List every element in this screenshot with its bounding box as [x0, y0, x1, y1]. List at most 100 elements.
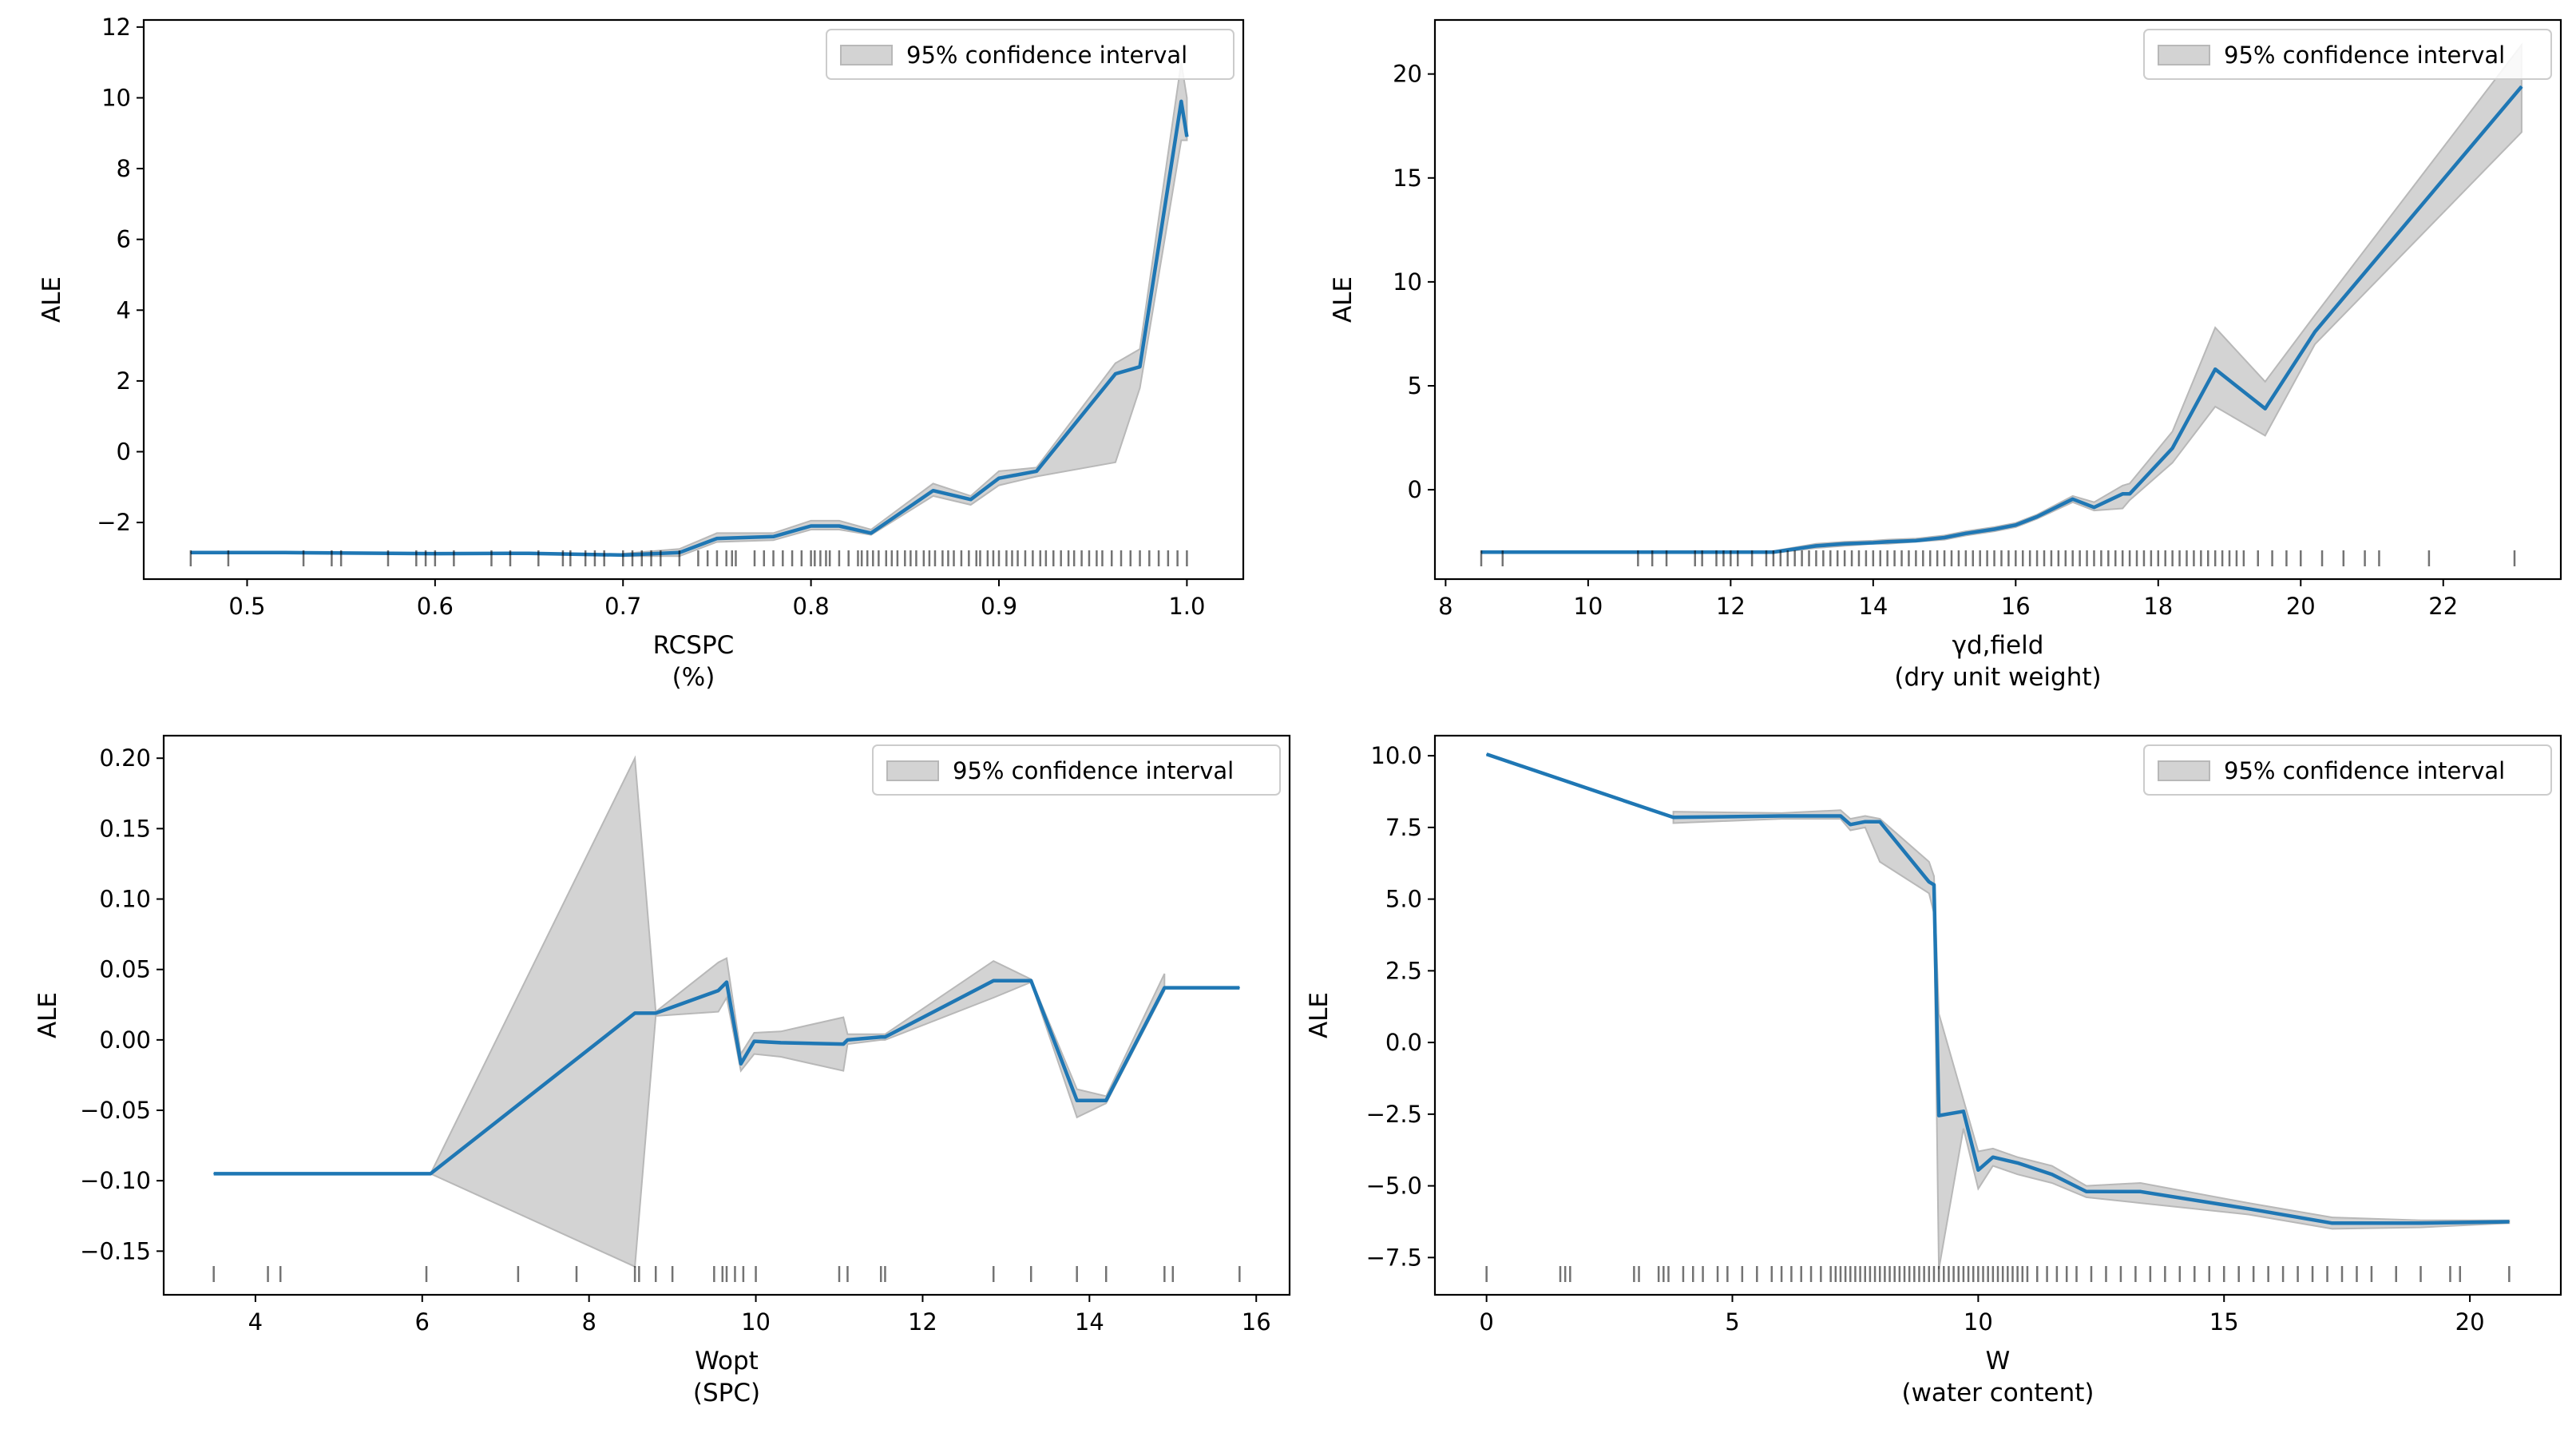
- panels: 0.5 0.6 0.7 0.8 0.9 1.0 −2 0 2 4 6 8 10 12 RCSPC (%) ALE…: [34, 14, 2562, 1407]
- ale-data-point: [1993, 528, 1995, 530]
- x-tick-label: 12: [1716, 593, 1746, 620]
- x-tick-label: 10: [1964, 1308, 1993, 1336]
- ale-data-point: [846, 1039, 849, 1041]
- x-axis-unit: (%): [672, 663, 715, 692]
- legend-swatch: [2158, 45, 2210, 65]
- x-tick-label: 5: [1725, 1308, 1739, 1336]
- y-axis-label: ALE: [1305, 992, 1334, 1038]
- y-tick-label: 2: [117, 367, 131, 395]
- x-axis-unit: (dry unit weight): [1894, 663, 2101, 692]
- legend-box: [826, 29, 1234, 80]
- legend: 95% confidence interval: [872, 744, 1281, 796]
- y-tick-label: 0.00: [99, 1026, 151, 1054]
- x-tick-label: 22: [2428, 593, 2458, 620]
- legend-label: 95% confidence interval: [2224, 757, 2505, 784]
- chart-panel-top-right: 8 10 12 14 16 18 20 22 0 5 10 15 20 γd,field (dry unit…: [1329, 18, 2562, 692]
- x-tick-label: 6: [415, 1308, 430, 1336]
- rug-marks: [212, 1266, 1241, 1282]
- y-tick-label: 7.5: [1385, 814, 1422, 841]
- ale-data-point: [970, 498, 972, 500]
- x-tick-label: 10: [741, 1308, 771, 1336]
- x-tick-label: 0: [1479, 1308, 1493, 1336]
- x-axis-label: W: [1986, 1347, 2011, 1375]
- ale-data-point: [2051, 1173, 2053, 1175]
- x-tick-label: 1.0: [1168, 593, 1205, 620]
- ale-data-point: [283, 552, 286, 554]
- legend: 95% confidence interval: [2143, 744, 2552, 796]
- x-tick-label: 14: [1858, 593, 1888, 620]
- ale-data-point: [1115, 373, 1116, 375]
- x-axis-unit: (water content): [1901, 1379, 2094, 1407]
- y-tick-label: 0: [117, 439, 131, 466]
- legend-swatch: [886, 760, 939, 781]
- x-tick-label: 0.6: [417, 593, 454, 620]
- ale-data-point: [2139, 1191, 2142, 1193]
- x-axis-label: γd,field: [1952, 631, 2044, 660]
- y-tick-label: −7.5: [1366, 1244, 1422, 1271]
- ale-data-point: [870, 532, 872, 534]
- rug-marks: [1485, 1266, 2511, 1282]
- ale-data-point: [1928, 881, 1930, 883]
- x-axis-unit: (SPC): [693, 1379, 760, 1407]
- axes-frame: [142, 18, 1245, 581]
- ale-data-point: [2086, 1191, 2087, 1193]
- ale-data-point: [780, 1042, 782, 1043]
- x-tick-label: 20: [2455, 1308, 2485, 1336]
- ale-data-point: [2508, 1221, 2510, 1223]
- y-tick-label: 0.20: [99, 744, 151, 772]
- ale-data-point: [717, 990, 719, 991]
- x-tick-label: 8: [1438, 593, 1452, 620]
- x-tick-label: 15: [2209, 1308, 2239, 1336]
- x-tick-label: 16: [2001, 593, 2031, 620]
- ale-data-point: [740, 1063, 742, 1065]
- x-axis-label: RCSPC: [653, 631, 735, 660]
- rug-marks: [1480, 550, 2516, 566]
- ale-data-point: [1105, 1100, 1107, 1102]
- y-axis-label: ALE: [34, 992, 62, 1038]
- x-tick-label: 20: [2286, 593, 2316, 620]
- legend-swatch: [2158, 760, 2210, 781]
- x-tick-label: 0.5: [228, 593, 265, 620]
- x-tick-label: 0.8: [793, 593, 830, 620]
- ale-data-point: [880, 1036, 882, 1038]
- ale-data-point: [1486, 753, 1488, 755]
- ale-data-point: [884, 1036, 886, 1038]
- legend: 95% confidence interval: [2143, 29, 2552, 80]
- ale-data-point: [1849, 824, 1851, 825]
- ale-data-point: [1938, 1115, 1940, 1117]
- rug-marks: [189, 550, 1188, 566]
- x-tick-label: 4: [248, 1308, 263, 1336]
- ale-data-point: [1977, 1169, 1979, 1171]
- y-tick-label: −2.5: [1366, 1101, 1422, 1128]
- chart-panel-bottom-right: 0 5 10 15 20 −7.5 −5.0 −2.5 0.0 2.5 5.0 7.5 10.0 W (wa…: [1305, 734, 2562, 1407]
- ale-data-point: [634, 1012, 636, 1014]
- ale-data-point: [2314, 331, 2316, 332]
- ale-data-point: [2072, 498, 2074, 500]
- y-tick-label: 10.0: [1370, 742, 1422, 769]
- ale-data-point: [1965, 533, 1967, 534]
- ale-data-point: [2172, 447, 2174, 449]
- x-tick-label: 8: [581, 1308, 596, 1336]
- y-tick-label: 2.5: [1385, 957, 1422, 984]
- ale-data-point: [1963, 1110, 1964, 1112]
- y-tick-label: −0.10: [80, 1167, 151, 1194]
- ale-data-point: [213, 1173, 215, 1174]
- y-tick-label: 0.0: [1385, 1029, 1422, 1056]
- y-tick-label: 20: [1393, 61, 1422, 88]
- x-tick-label: 0.7: [604, 593, 641, 620]
- x-tick-label: 14: [1075, 1308, 1104, 1336]
- y-tick-label: 5.0: [1385, 886, 1422, 913]
- ale-data-point: [2521, 85, 2522, 87]
- x-tick-label: 0.9: [981, 593, 1017, 620]
- y-tick-label: 15: [1393, 165, 1422, 192]
- y-tick-label: 12: [101, 14, 131, 41]
- y-axis-label: ALE: [38, 276, 66, 323]
- legend-label: 95% confidence interval: [2224, 42, 2505, 69]
- ale-data-point: [1238, 987, 1240, 989]
- ale-data-point: [1933, 884, 1935, 886]
- y-tick-label: 0: [1408, 476, 1422, 503]
- x-tick-label: 10: [1573, 593, 1603, 620]
- ale-data-point: [2419, 1222, 2422, 1224]
- ale-data-point: [2015, 524, 2016, 526]
